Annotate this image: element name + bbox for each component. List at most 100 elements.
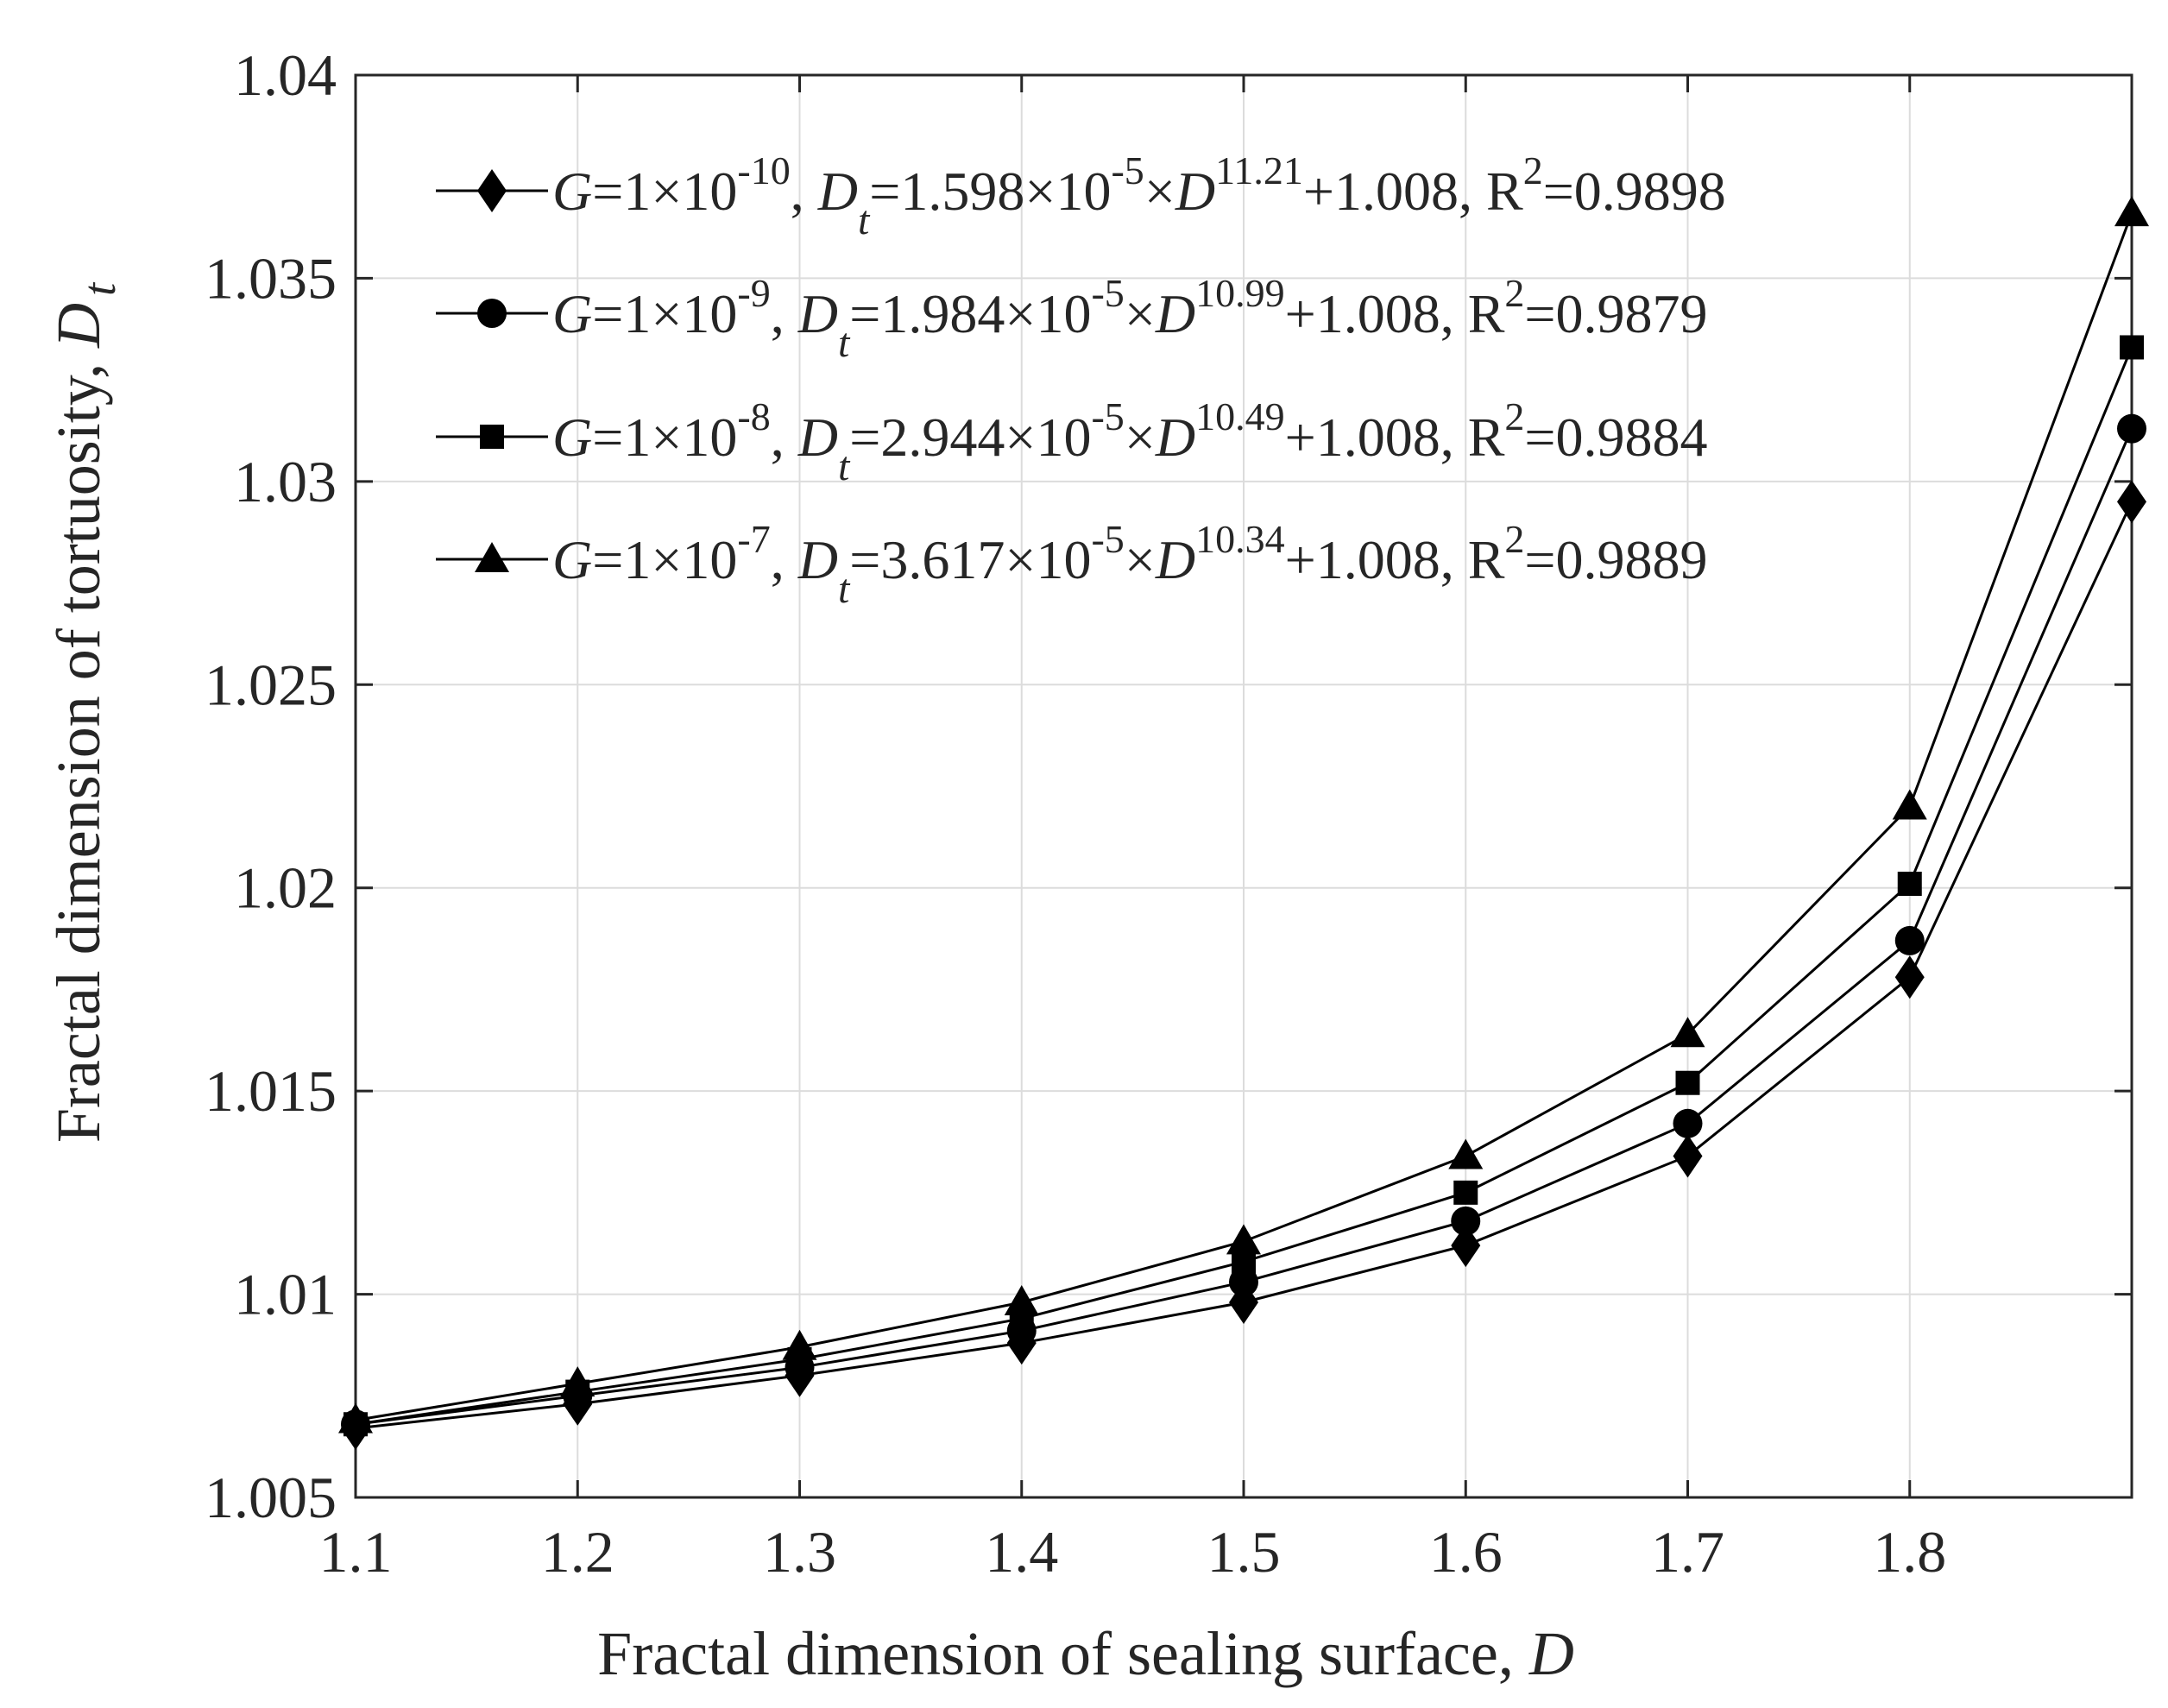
legend-label-part: D: [1155, 529, 1195, 590]
legend-label-part: -10: [737, 148, 790, 192]
legend-label-part: =1×10: [592, 407, 737, 468]
data-point-square: [1453, 1180, 1478, 1205]
legend-label-part: D: [797, 283, 838, 344]
data-point-triangle: [2114, 196, 2149, 227]
legend-label-part: -5: [1091, 517, 1124, 561]
y-tick-label: 1.03: [234, 449, 337, 514]
data-point-diamond: [1451, 1224, 1481, 1268]
data-point-square: [1897, 872, 1922, 897]
legend-entry-triangle: G=1×10-7, Dt=3.617×10-5×D10.34+1.008, R2…: [436, 517, 1708, 612]
x-tick-label: 1.3: [763, 1519, 836, 1585]
series-triangle: [338, 196, 2149, 1434]
legend-label-part: -8: [737, 394, 770, 438]
legend-label: G=1×10-10, Dt=1.598×10-5×D11.21+1.008, R…: [552, 148, 1726, 243]
data-point-circle: [1673, 1108, 1703, 1138]
legend-label-part: G: [552, 283, 592, 344]
legend-label: G=1×10-9, Dt=1.984×10-5×D10.99+1.008, R2…: [552, 271, 1708, 366]
data-point-triangle: [1448, 1138, 1484, 1169]
legend-label-part: =0.9879: [1524, 283, 1707, 344]
legend-label-part: G: [552, 529, 592, 590]
x-tick-label: 1.4: [985, 1519, 1058, 1585]
legend-label-part: ×: [1125, 407, 1156, 468]
legend-label: G=1×10-7, Dt=3.617×10-5×D10.34+1.008, R2…: [552, 517, 1708, 612]
legend-label-part: =1×10: [592, 283, 737, 344]
legend-label-part: 10.99: [1195, 271, 1285, 315]
legend-label-part: =0.9898: [1543, 161, 1726, 222]
legend-entry-diamond: G=1×10-10, Dt=1.598×10-5×D11.21+1.008, R…: [436, 148, 1726, 243]
legend-label-part: D: [1155, 283, 1195, 344]
legend-label-part: -5: [1091, 271, 1124, 315]
data-point-square: [2120, 335, 2144, 360]
y-tick-label: 1.025: [205, 652, 337, 717]
legend-label-part: ,: [771, 407, 798, 468]
legend-label-part: +1.008, R: [1285, 283, 1505, 344]
y-axis-title-variable: D: [44, 303, 113, 349]
legend-marker-triangle: [475, 542, 509, 572]
legend-marker-square: [480, 425, 504, 449]
data-point-triangle: [338, 1402, 373, 1434]
y-axis-title-subscript: t: [73, 281, 125, 296]
legend-label-part: 2: [1504, 271, 1524, 315]
y-tick-label: 1.005: [205, 1465, 337, 1530]
x-tick-label: 1.8: [1873, 1519, 1946, 1585]
legend-label-part: -5: [1091, 394, 1124, 438]
legend-label-part: ×: [1125, 283, 1156, 344]
legend-label-part: 11.21: [1215, 148, 1303, 192]
legend-label-part: ,: [771, 529, 798, 590]
legend-label-part: D: [797, 529, 838, 590]
y-tick-label: 1.02: [234, 855, 337, 921]
legend-label-part: ,: [771, 283, 798, 344]
data-point-triangle: [782, 1329, 817, 1360]
legend-label-part: D: [817, 161, 858, 222]
legend-label-part: -7: [737, 517, 770, 561]
y-tick-label: 1.035: [205, 245, 337, 311]
y-tick-label: 1.015: [205, 1058, 337, 1124]
data-point-circle: [2117, 413, 2146, 444]
legend-label-part: +1.008, R: [1285, 529, 1505, 590]
legend-label-part: =3.617×10: [849, 529, 1091, 590]
data-point-circle: [1229, 1267, 1258, 1297]
legend-label-part: =0.9889: [1524, 529, 1707, 590]
data-point-triangle: [1670, 1017, 1705, 1048]
legend-label: G=1×10-8, Dt=2.944×10-5×D10.49+1.008, R2…: [552, 394, 1708, 489]
x-tick-label: 1.5: [1207, 1519, 1281, 1585]
legend-label-part: =1.984×10: [849, 283, 1091, 344]
y-tick-label: 1.01: [234, 1262, 337, 1327]
legend-label-part: +1.008, R: [1285, 407, 1505, 468]
legend-label-part: t: [838, 566, 851, 612]
legend-label-part: t: [838, 320, 851, 366]
data-point-circle: [1894, 925, 1925, 955]
legend-label-part: =1.598×10: [869, 161, 1111, 222]
legend-marker-circle: [477, 299, 507, 328]
legend-label-part: t: [858, 198, 871, 243]
data-point-circle: [1451, 1206, 1481, 1236]
legend-label-part: -5: [1111, 148, 1144, 192]
legend-marker-diamond: [477, 169, 507, 212]
data-point-diamond: [1894, 955, 1925, 999]
x-tick-label: 1.6: [1429, 1519, 1503, 1585]
legend-label-part: D: [797, 407, 838, 468]
x-tick-label: 1.7: [1651, 1519, 1724, 1585]
data-point-triangle: [1004, 1284, 1039, 1315]
x-axis-title-variable: D: [1528, 1619, 1574, 1688]
legend-label-part: ×: [1125, 529, 1156, 590]
legend-label-part: +1.008, R: [1303, 161, 1523, 222]
y-tick-label: 1.04: [234, 42, 337, 108]
legend-label-part: 10.34: [1195, 517, 1285, 561]
axis-ticks: 1.1 1.2 1.3 1.4 1.5 1.6 1.7 1.8 1.005 1.01 1.015 1.…: [205, 42, 2132, 1585]
legend-label-part: G: [552, 161, 592, 222]
legend-label-part: D: [1175, 161, 1215, 222]
x-axis-title: Fractal dimension of sealing surface, D: [597, 1619, 1574, 1688]
legend-label-part: t: [838, 444, 851, 489]
x-tick-label: 1.2: [541, 1519, 614, 1585]
legend-label-part: =1×10: [592, 529, 737, 590]
legend-label-part: ,: [791, 161, 818, 222]
legend-label-part: =2.944×10: [849, 407, 1091, 468]
legend-label-part: =0.9884: [1524, 407, 1707, 468]
x-tick-label: 1.1: [319, 1519, 393, 1585]
legend-label-part: ×: [1144, 161, 1175, 222]
legend-label-part: 2: [1504, 517, 1524, 561]
legend-label-part: 2: [1523, 148, 1543, 192]
data-point-triangle: [560, 1366, 596, 1397]
